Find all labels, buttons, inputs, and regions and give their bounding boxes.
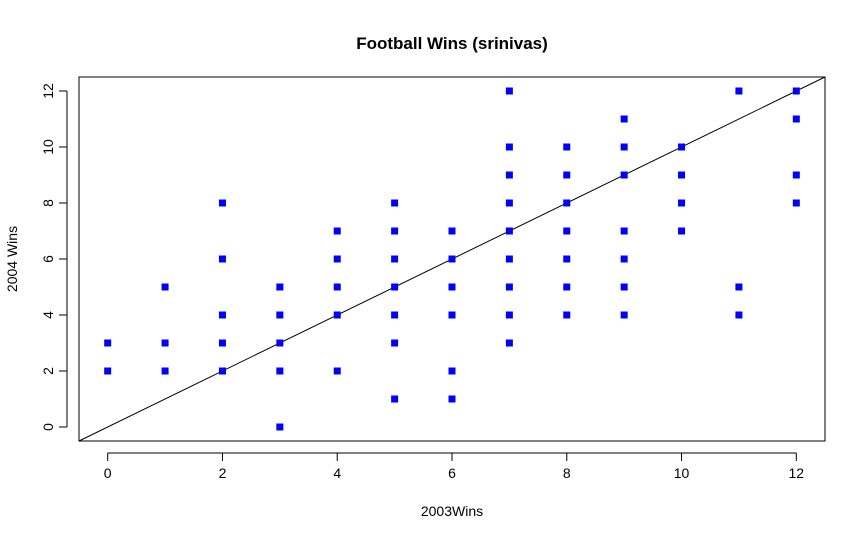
data-point — [505, 283, 513, 291]
points-layer — [104, 87, 800, 431]
y-axis-title: 2004 Wins — [4, 226, 20, 292]
data-point — [218, 367, 226, 375]
x-tick-label: 6 — [448, 465, 456, 481]
data-point — [620, 171, 628, 179]
data-point — [620, 227, 628, 235]
data-point — [620, 255, 628, 263]
x-axis-title: 2003Wins — [421, 503, 483, 519]
data-point — [448, 395, 456, 403]
data-point — [563, 143, 571, 151]
data-point — [276, 367, 284, 375]
data-point — [792, 171, 800, 179]
data-point — [505, 255, 513, 263]
x-tick-label: 12 — [789, 465, 805, 481]
data-point — [448, 367, 456, 375]
x-tick-label: 0 — [104, 465, 112, 481]
data-point — [448, 283, 456, 291]
data-point — [391, 283, 399, 291]
data-point — [563, 283, 571, 291]
x-tick-label: 4 — [333, 465, 341, 481]
data-point — [104, 367, 112, 375]
y-tick-label: 0 — [40, 423, 56, 431]
data-point — [391, 199, 399, 207]
data-point — [391, 311, 399, 319]
y-tick-label: 2 — [40, 367, 56, 375]
data-point — [391, 255, 399, 263]
data-point — [276, 283, 284, 291]
data-point — [792, 87, 800, 95]
data-point — [104, 339, 112, 347]
data-point — [735, 283, 743, 291]
data-point — [620, 311, 628, 319]
data-point — [333, 311, 341, 319]
data-point — [792, 115, 800, 123]
data-point — [678, 227, 686, 235]
y-tick-label: 4 — [40, 311, 56, 319]
chart-title: Football Wins (srinivas) — [356, 34, 548, 53]
data-point — [505, 199, 513, 207]
data-point — [161, 367, 169, 375]
data-point — [678, 143, 686, 151]
data-point — [792, 199, 800, 207]
data-point — [448, 227, 456, 235]
data-point — [276, 423, 284, 431]
y-axis: 0 2 4 6 8 10 12 — [40, 83, 68, 431]
y-tick-label: 12 — [40, 83, 56, 99]
y-tick-label: 6 — [40, 255, 56, 263]
data-point — [505, 143, 513, 151]
data-point — [333, 255, 341, 263]
data-point — [620, 143, 628, 151]
data-point — [505, 311, 513, 319]
data-point — [218, 255, 226, 263]
data-point — [505, 227, 513, 235]
data-point — [505, 87, 513, 95]
data-point — [448, 255, 456, 263]
data-point — [276, 339, 284, 347]
data-point — [563, 311, 571, 319]
x-tick-label: 8 — [563, 465, 571, 481]
data-point — [218, 339, 226, 347]
data-point — [505, 171, 513, 179]
data-point — [391, 227, 399, 235]
plot-frame — [78, 76, 826, 442]
data-point — [391, 395, 399, 403]
data-point — [391, 339, 399, 347]
data-point — [620, 283, 628, 291]
data-point — [563, 171, 571, 179]
y-tick-label: 10 — [40, 139, 56, 155]
data-point — [620, 115, 628, 123]
x-axis: 0 2 4 6 8 10 12 — [104, 452, 805, 481]
data-point — [563, 255, 571, 263]
data-point — [218, 199, 226, 207]
data-point — [218, 311, 226, 319]
data-point — [678, 171, 686, 179]
data-point — [678, 199, 686, 207]
data-point — [563, 227, 571, 235]
data-point — [735, 311, 743, 319]
data-point — [735, 87, 743, 95]
x-tick-label: 2 — [219, 465, 227, 481]
data-point — [276, 311, 284, 319]
data-point — [161, 283, 169, 291]
data-point — [333, 283, 341, 291]
data-point — [333, 227, 341, 235]
y-tick-label: 8 — [40, 199, 56, 207]
data-point — [505, 339, 513, 347]
data-point — [563, 199, 571, 207]
data-point — [333, 367, 341, 375]
data-point — [448, 311, 456, 319]
data-point — [161, 339, 169, 347]
x-tick-label: 10 — [674, 465, 690, 481]
